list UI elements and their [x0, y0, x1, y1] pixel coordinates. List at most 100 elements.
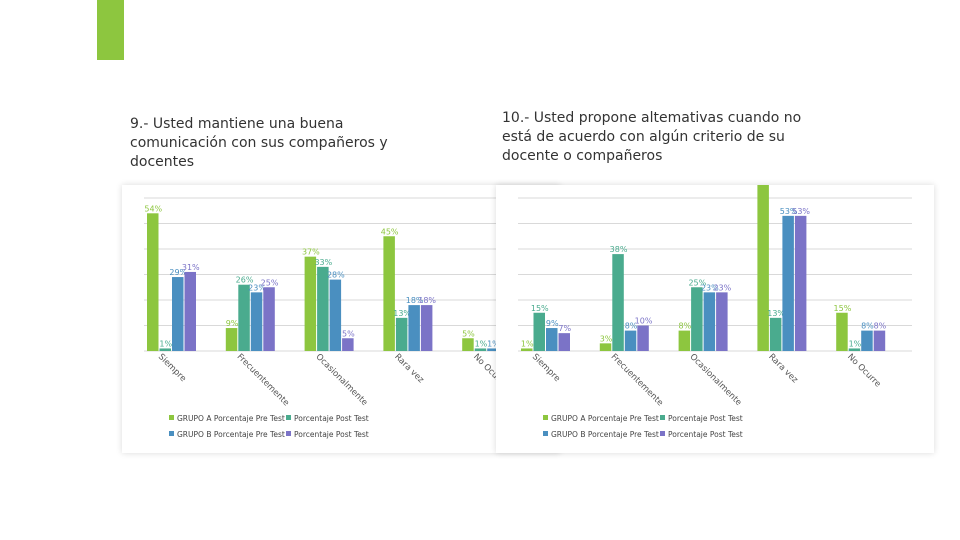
data-label: 53% [780, 207, 798, 216]
bar-c1-s4-2 [263, 287, 275, 351]
data-label: 1% [521, 339, 534, 348]
bar-c2-s4-5 [873, 330, 886, 351]
data-label: 8% [874, 322, 887, 331]
bar-c2-s2-1 [533, 312, 545, 351]
bar-c1-s3-5 [487, 348, 499, 351]
bar-c1-s1-4 [383, 236, 395, 351]
bar-c2-s1-4 [757, 177, 769, 351]
legend-entry: Porcentaje Post Test [668, 414, 743, 423]
data-label: 8% [678, 322, 691, 331]
bar-c2-s2-3 [691, 287, 703, 351]
legend-entry: Porcentaje Post Test [668, 430, 743, 439]
data-label: 25% [688, 278, 706, 287]
bar-c2-s1-3 [678, 330, 691, 351]
category-label: Siempre [156, 352, 188, 384]
bar-c1-s3-1 [172, 277, 184, 351]
data-label: 25% [261, 278, 279, 287]
bar-c2-s2-5 [848, 348, 861, 351]
data-label: 7% [558, 324, 571, 333]
legend-entry: GRUPO B Porcentaje Pre Test [551, 430, 659, 439]
data-label: 1% [487, 339, 500, 348]
bar-c2-s4-4 [794, 215, 807, 351]
legend-swatch [660, 431, 665, 436]
category-label: Ocasionalmente [313, 352, 369, 408]
category-label: Rara vez [766, 352, 800, 386]
category-label: Siempre [530, 352, 562, 384]
legend-swatch [286, 431, 291, 436]
bar-c2-s2-2 [612, 254, 624, 351]
bar-c1-s2-1 [159, 348, 171, 351]
data-label: 13% [393, 309, 411, 318]
bar-c2-s1-1 [521, 348, 533, 351]
bar-c1-s2-2 [238, 284, 250, 351]
data-label: 33% [314, 258, 332, 267]
bar-c2-s4-2 [637, 325, 649, 351]
data-label: 1% [849, 339, 862, 348]
chart1: 54%9%37%45%5%1%26%33%13%1%29%23%28%18%1%… [144, 197, 538, 439]
bar-c2-s4-1 [558, 333, 570, 351]
bar-c2-s2-4 [769, 317, 782, 351]
legend-entry: GRUPO A Porcentaje Pre Test [551, 414, 659, 423]
data-label: 23% [713, 283, 731, 292]
legend-entry: Porcentaje Post Test [294, 430, 369, 439]
legend-swatch [543, 431, 548, 436]
data-label: 18% [406, 296, 424, 305]
bar-c1-s4-3 [342, 338, 354, 351]
bar-c1-s3-4 [408, 305, 420, 351]
data-label: 28% [327, 271, 345, 280]
category-label: Ocasionalmente [687, 352, 743, 408]
data-label: 15% [834, 304, 852, 313]
bar-c1-s3-2 [250, 292, 263, 351]
data-label: 9% [226, 319, 239, 328]
data-label: 45% [381, 227, 399, 236]
legend-swatch [169, 415, 174, 420]
bar-c1-s1-2 [225, 328, 238, 351]
bar-c1-s4-4 [420, 305, 433, 351]
data-label: 8% [861, 322, 874, 331]
bar-c2-s4-3 [716, 292, 728, 351]
category-label: Frecuentemente [609, 352, 665, 408]
data-label: 18% [418, 296, 436, 305]
bar-c1-s3-3 [329, 279, 342, 351]
data-label: 26% [236, 276, 254, 285]
data-label: 13% [767, 309, 785, 318]
bar-c1-s1-5 [462, 338, 474, 351]
bar-c1-s1-1 [147, 213, 159, 351]
bar-c2-s3-3 [703, 292, 716, 351]
legend-swatch [660, 415, 665, 420]
bar-c1-s4-1 [184, 271, 196, 351]
bar-c1-s2-3 [317, 266, 329, 351]
bar-c1-s2-4 [395, 317, 408, 351]
chart2-panel: 1%3%8%68%15%15%38%25%13%1%9%8%23%53%8%7%… [496, 169, 934, 453]
chart2-title: 10.- Usted propone altemativas cuando no… [502, 110, 802, 164]
data-label: 38% [610, 245, 628, 254]
data-label: 54% [144, 204, 162, 213]
bar-c2-s3-4 [782, 215, 794, 351]
data-label: 5% [462, 329, 475, 338]
data-label: 29% [169, 268, 187, 277]
legend-swatch [286, 415, 291, 420]
chart1-title: 9.- Usted mantiene una buena comunicació… [130, 116, 388, 170]
chart1-panel: 54% 9% 37% 45% 5% 1% 26% 33% 13% 1% 29% 23% 28% 18% 1%… [122, 185, 560, 453]
chart2: 1%3%8%68%15%15%38%25%13%1%9%8%23%53%8%7%… [518, 169, 912, 439]
category-label: No Ocurre [845, 352, 882, 389]
data-label: 9% [546, 319, 559, 328]
bar-c2-s3-5 [861, 330, 873, 351]
bar-c2-s1-2 [599, 343, 612, 351]
data-label: 1% [159, 339, 172, 348]
bar-c1-s2-5 [474, 348, 487, 351]
bar-c2-s1-5 [836, 312, 848, 351]
data-label: 5% [342, 329, 355, 338]
bar-c2-s3-1 [546, 328, 558, 351]
legend-entry: Porcentaje Post Test [294, 414, 369, 423]
data-label: 53% [792, 207, 810, 216]
accent-bar [97, 0, 124, 60]
data-label: 37% [302, 248, 320, 257]
legend-entry: GRUPO A Porcentaje Pre Test [177, 414, 285, 423]
bar-c2-s3-2 [624, 330, 637, 351]
data-label: 23% [701, 283, 719, 292]
data-label: 1% [475, 339, 488, 348]
data-label: 31% [182, 263, 200, 272]
data-label: 8% [625, 322, 638, 331]
data-label: 3% [600, 334, 613, 343]
